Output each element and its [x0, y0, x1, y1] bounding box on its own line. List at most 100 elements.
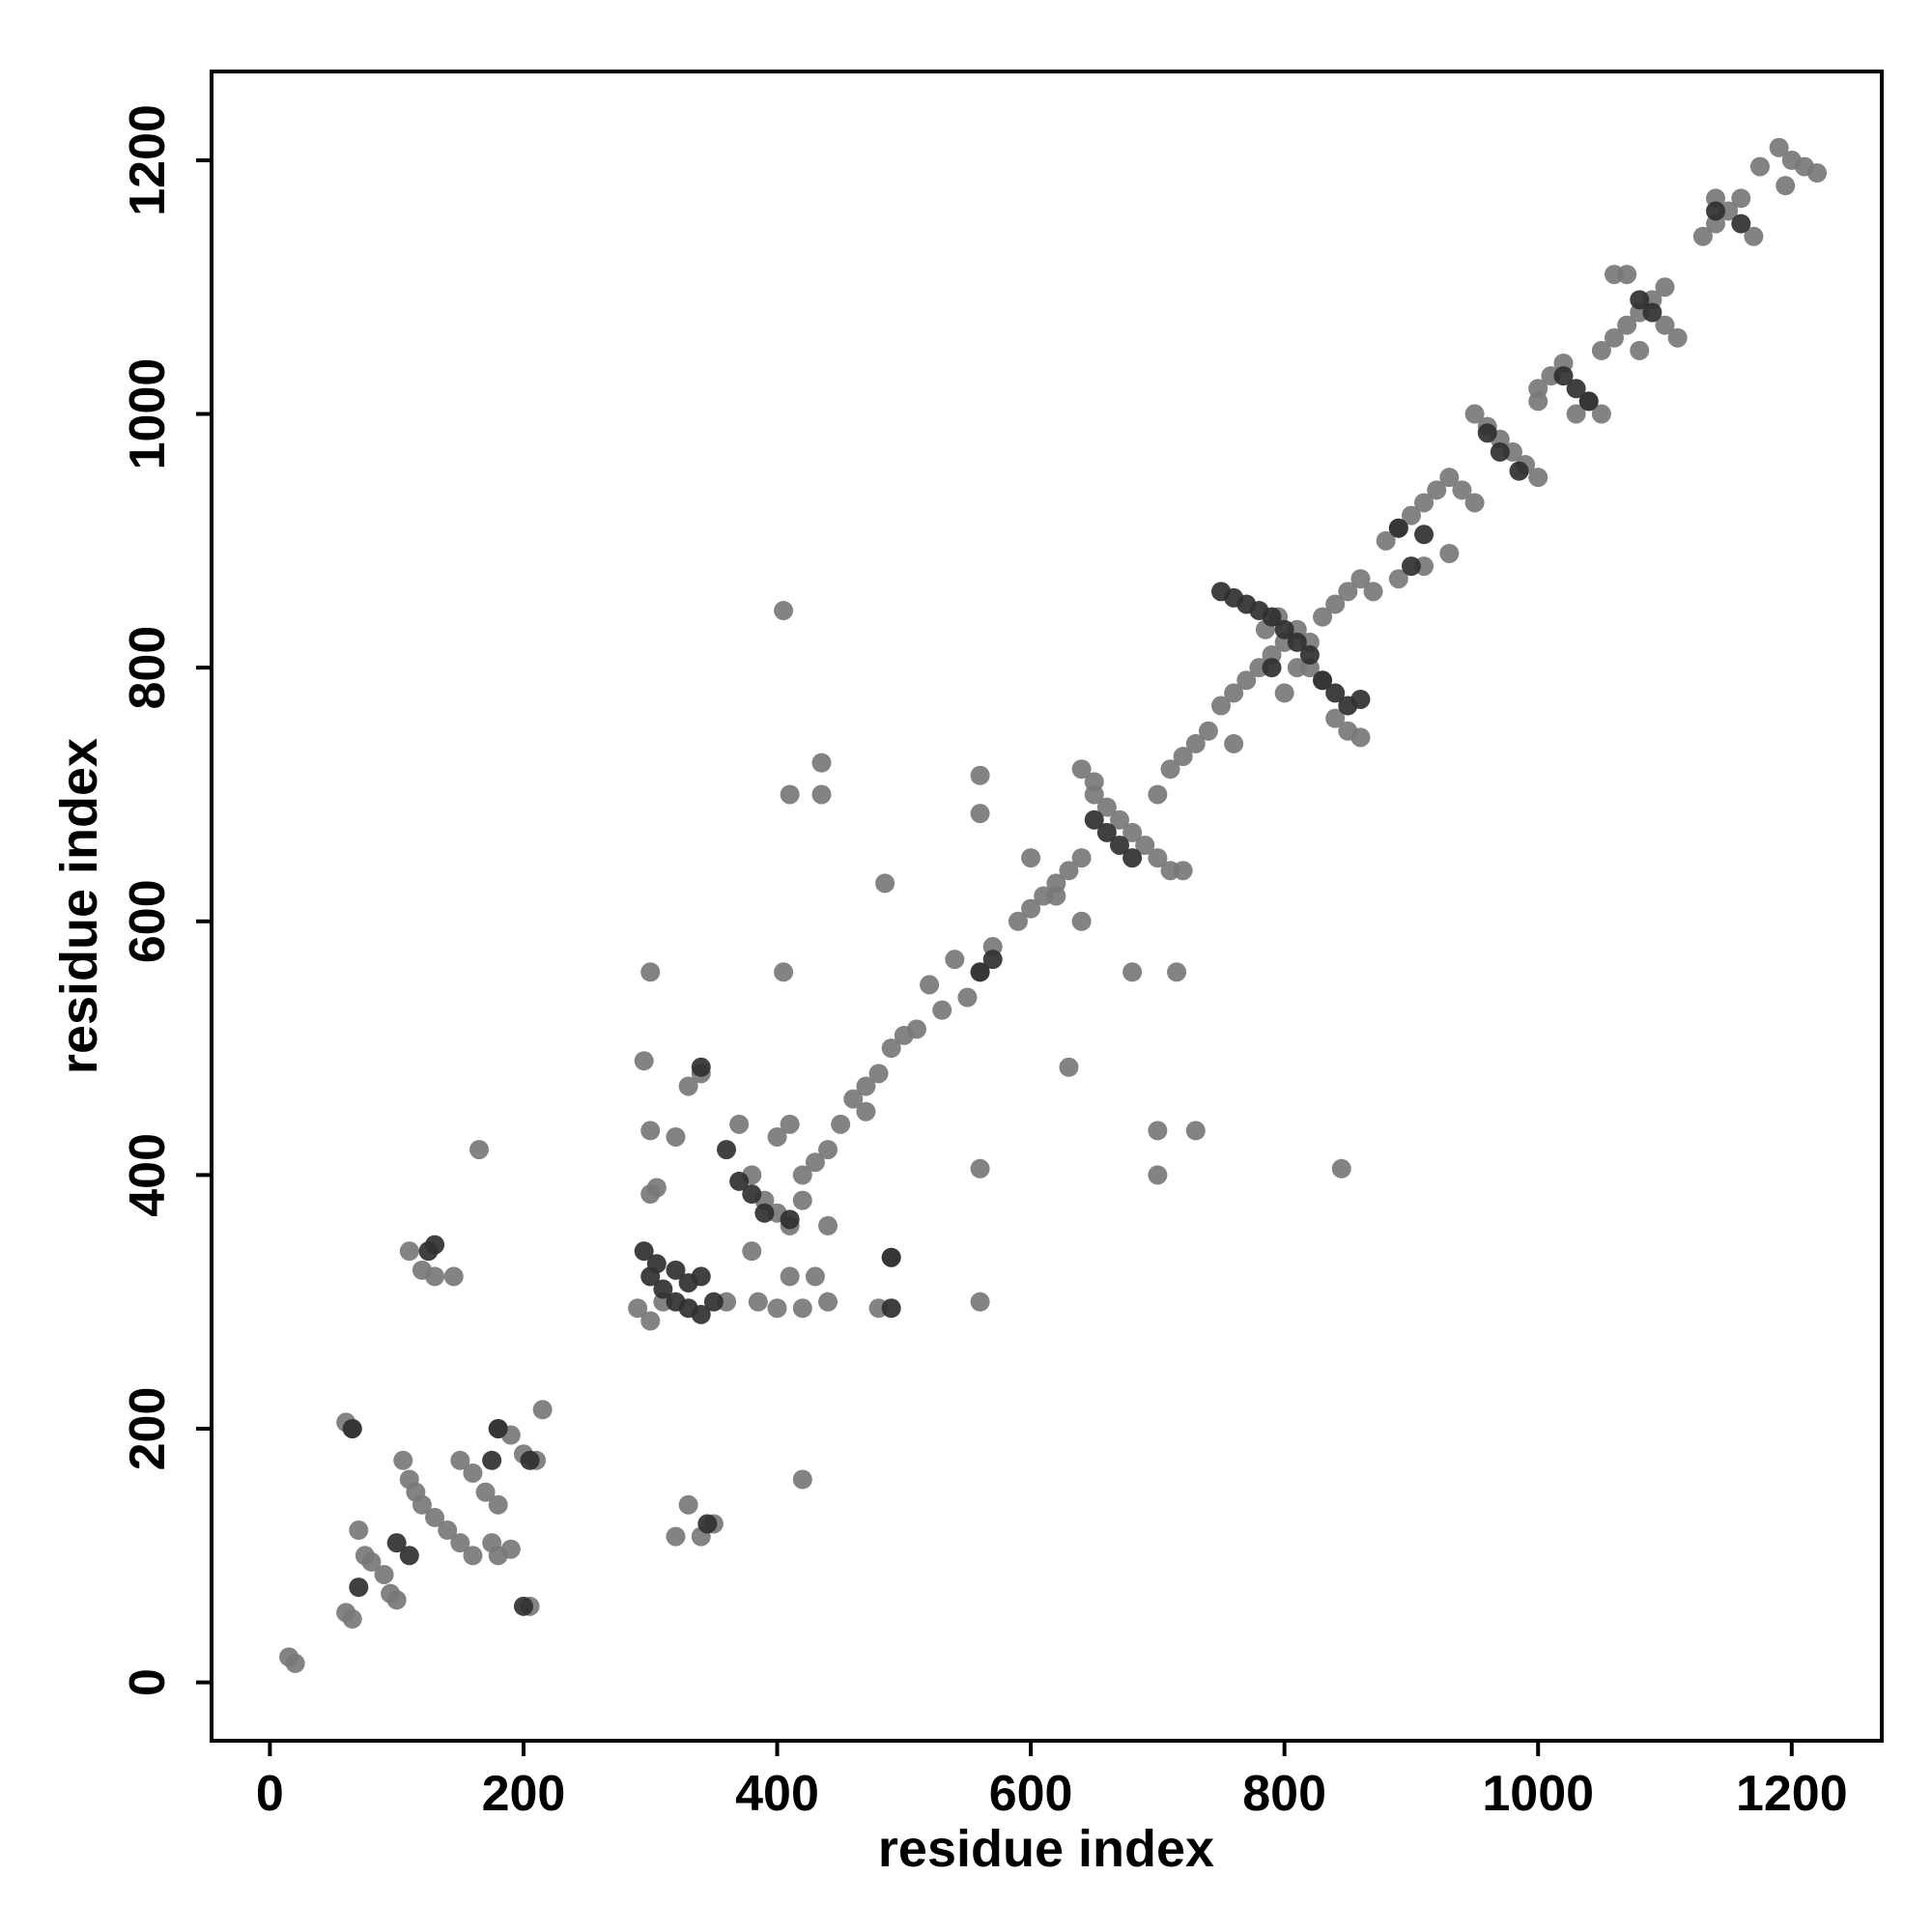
point — [881, 1038, 901, 1059]
point — [1427, 480, 1447, 500]
plot-frame — [210, 70, 1884, 1743]
point — [792, 1165, 812, 1185]
point — [754, 1203, 775, 1223]
y-tick-label: 0 — [120, 1668, 176, 1696]
point — [792, 1190, 812, 1210]
point — [780, 1266, 800, 1287]
point — [697, 1514, 718, 1534]
point — [717, 1140, 737, 1160]
point — [1262, 607, 1282, 627]
point — [1071, 848, 1092, 868]
point — [1578, 391, 1599, 412]
point — [1135, 835, 1155, 855]
point — [678, 1494, 698, 1515]
point — [1211, 696, 1232, 716]
point — [945, 950, 965, 970]
point — [774, 601, 794, 621]
point — [1096, 822, 1117, 842]
point — [1642, 302, 1662, 323]
y-tick-label: 800 — [120, 626, 176, 710]
point — [349, 1520, 369, 1541]
point — [646, 1178, 667, 1198]
point — [1325, 594, 1346, 614]
point — [970, 962, 990, 982]
point — [1325, 708, 1346, 728]
point — [1655, 315, 1675, 335]
x-tick-label: 600 — [989, 1766, 1073, 1822]
point — [1338, 582, 1358, 602]
point — [1692, 226, 1713, 246]
point — [1262, 658, 1282, 678]
point — [831, 1114, 851, 1134]
point — [425, 1507, 445, 1527]
point — [678, 1076, 698, 1096]
x-tick-label: 1200 — [1736, 1766, 1848, 1822]
point — [970, 765, 990, 785]
point — [488, 1494, 508, 1515]
point — [767, 1126, 787, 1147]
point — [438, 1520, 458, 1541]
point — [1046, 886, 1066, 906]
point — [729, 1171, 750, 1191]
x-tick-label: 1000 — [1482, 1766, 1594, 1822]
point — [1388, 569, 1408, 589]
point — [1363, 582, 1383, 602]
point — [1769, 137, 1789, 157]
point — [532, 1400, 553, 1420]
point — [634, 1241, 654, 1262]
point — [1160, 759, 1180, 780]
point — [906, 1019, 926, 1039]
point — [970, 1158, 990, 1179]
point — [500, 1539, 521, 1559]
point — [1122, 962, 1143, 982]
point — [1744, 226, 1764, 246]
point — [1566, 404, 1586, 424]
point — [1224, 683, 1244, 703]
point — [349, 1577, 369, 1598]
point — [780, 1209, 800, 1230]
y-axis-title: residue index — [50, 738, 108, 1074]
point — [653, 1279, 673, 1299]
point — [780, 784, 800, 805]
points — [279, 137, 1828, 1673]
point — [1401, 505, 1421, 526]
point — [412, 1494, 432, 1515]
point — [1109, 835, 1129, 855]
point — [399, 1546, 419, 1566]
point — [1313, 670, 1333, 691]
point — [482, 1450, 502, 1470]
point — [1084, 772, 1104, 792]
point — [1287, 658, 1307, 678]
point — [1388, 518, 1408, 538]
point — [1148, 1121, 1168, 1141]
point — [666, 1260, 686, 1280]
point — [1350, 727, 1371, 748]
point — [1299, 645, 1320, 666]
point — [386, 1590, 407, 1610]
point — [957, 987, 978, 1008]
point — [1198, 721, 1218, 741]
point — [520, 1450, 540, 1470]
point — [386, 1533, 407, 1553]
point — [1706, 201, 1726, 221]
point — [1274, 683, 1294, 703]
point — [1617, 315, 1637, 335]
y-tick-label: 1000 — [120, 358, 176, 470]
point — [1021, 898, 1041, 919]
point — [1528, 391, 1548, 412]
point — [1591, 340, 1611, 360]
point — [342, 1418, 362, 1438]
point — [856, 1101, 876, 1122]
point — [792, 1298, 812, 1319]
point — [811, 753, 832, 773]
point — [513, 1596, 533, 1616]
point — [1749, 156, 1770, 177]
point — [818, 1292, 838, 1312]
x-tick-label: 0 — [256, 1766, 284, 1822]
point — [1185, 1121, 1206, 1141]
point — [640, 1311, 661, 1331]
point — [792, 1469, 812, 1490]
point — [640, 962, 661, 982]
point — [1414, 493, 1435, 513]
point — [646, 1254, 667, 1274]
